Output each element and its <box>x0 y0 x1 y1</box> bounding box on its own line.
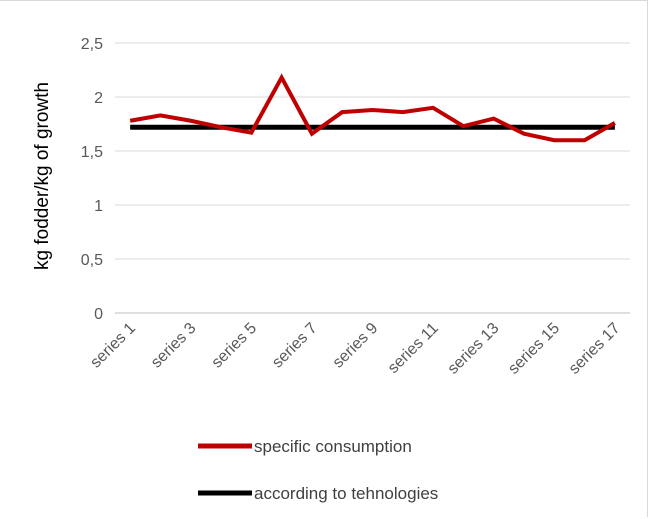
y-tick-label: 2,5 <box>81 36 103 53</box>
y-tick-label: 1,5 <box>81 144 103 161</box>
x-axis-ticks: series 1 series 3 series 5 series 7 series 9… <box>87 320 623 378</box>
y-tick-label: 0,5 <box>81 252 103 269</box>
legend: specific consumption according to tehnol… <box>198 437 438 503</box>
gridlines <box>115 42 630 314</box>
x-tick-label: series 11 <box>385 320 442 377</box>
x-tick-label: series 1 <box>87 320 139 372</box>
y-tick-label: 1 <box>94 198 103 215</box>
legend-label-according-to-tehnologies: according to tehnologies <box>254 484 438 503</box>
series-lines <box>129 73 616 143</box>
y-tick-label: 2 <box>94 90 103 107</box>
x-tick-label: series 15 <box>505 320 563 378</box>
x-tick-label: series 5 <box>209 320 261 372</box>
legend-label-specific-consumption: specific consumption <box>254 437 412 456</box>
series-line-specific-consumption <box>129 73 616 143</box>
x-tick-label: series 13 <box>445 320 503 378</box>
x-tick-label: series 9 <box>330 320 382 372</box>
x-tick-label: series 17 <box>566 320 624 378</box>
y-axis-title: kg fodder/kg of growth <box>32 82 53 270</box>
y-axis-ticks: 0 0,5 1 1,5 2 2,5 <box>81 36 103 323</box>
x-tick-label: series 3 <box>148 320 200 372</box>
x-tick-label: series 7 <box>269 320 321 372</box>
y-tick-label: 0 <box>94 306 103 323</box>
